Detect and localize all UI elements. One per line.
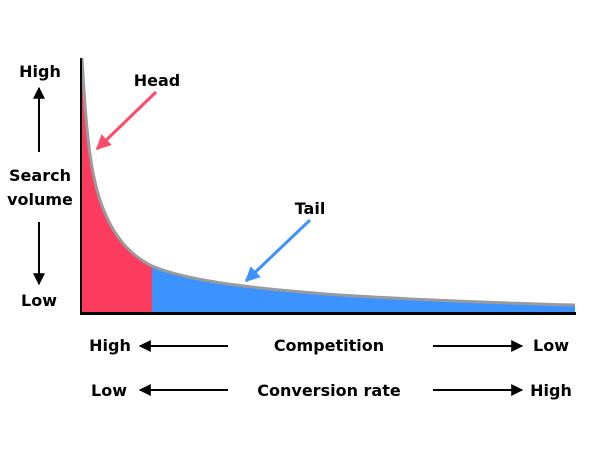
- competition-left-label: High: [89, 336, 131, 355]
- demand-curve: [80, 57, 576, 307]
- head-region: [82, 58, 152, 313]
- head-annotation-label: Head: [134, 71, 181, 90]
- conversion-left-label: Low: [91, 381, 127, 400]
- competition-right-label: Low: [533, 336, 569, 355]
- competition-label: Competition: [274, 336, 384, 355]
- head-arrow-icon: [95, 90, 158, 151]
- tail-annotation-label: Tail: [295, 199, 326, 218]
- conversion-right-label: High: [530, 381, 572, 400]
- y-axis-title-line1: Search: [9, 166, 71, 185]
- y-axis-low-label: Low: [21, 291, 57, 310]
- tail-arrow-icon: [244, 218, 312, 283]
- y-axis-title-line2: volume: [7, 190, 73, 209]
- conversion-rate-label: Conversion rate: [257, 381, 401, 400]
- tail-region: [152, 266, 575, 313]
- y-axis-high-label: High: [19, 62, 61, 81]
